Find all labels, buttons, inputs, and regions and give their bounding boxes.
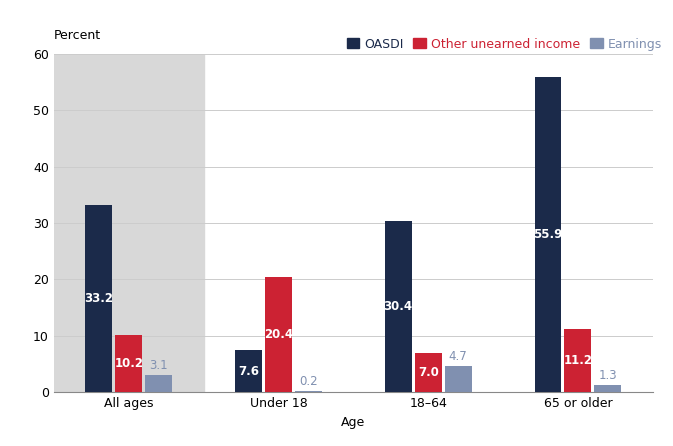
Bar [265, 277, 292, 392]
Bar [565, 329, 592, 392]
Bar [54, 54, 203, 392]
Text: 7.0: 7.0 [418, 366, 439, 379]
Text: 3.1: 3.1 [149, 359, 168, 372]
Bar [295, 391, 322, 392]
Text: 4.7: 4.7 [449, 350, 468, 363]
Text: 0.2: 0.2 [299, 375, 318, 388]
Bar [235, 350, 262, 392]
X-axis label: Age: Age [341, 416, 365, 429]
Text: 11.2: 11.2 [563, 354, 592, 368]
Text: 20.4: 20.4 [264, 328, 293, 341]
Bar [85, 205, 112, 392]
Bar [534, 77, 561, 392]
Bar [145, 375, 172, 392]
Text: Percent: Percent [54, 29, 101, 42]
Text: 10.2: 10.2 [114, 357, 143, 370]
Legend: OASDI, Other unearned income, Earnings: OASDI, Other unearned income, Earnings [342, 33, 667, 56]
Bar [594, 385, 621, 392]
Bar [115, 335, 142, 392]
Text: 30.4: 30.4 [384, 300, 413, 313]
Bar [445, 366, 472, 392]
Text: 1.3: 1.3 [598, 369, 617, 382]
Bar [385, 221, 412, 392]
Bar [415, 353, 441, 392]
Text: 7.6: 7.6 [238, 364, 259, 377]
Text: 33.2: 33.2 [84, 292, 113, 305]
Text: 55.9: 55.9 [533, 228, 563, 241]
